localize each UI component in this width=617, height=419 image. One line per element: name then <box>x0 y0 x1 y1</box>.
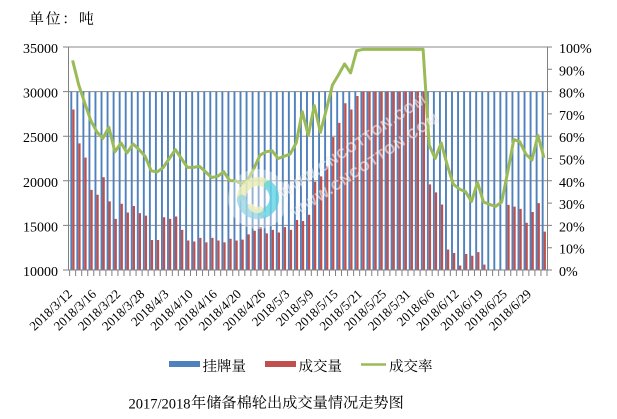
svg-text:50%: 50% <box>559 154 585 169</box>
svg-text:70%: 70% <box>559 109 585 124</box>
svg-text:80%: 80% <box>559 87 585 102</box>
svg-text:100%: 100% <box>559 42 592 57</box>
svg-text:90%: 90% <box>559 64 585 79</box>
svg-text:25000: 25000 <box>23 131 58 146</box>
svg-text:30%: 30% <box>559 198 585 213</box>
svg-text:10%: 10% <box>559 243 585 258</box>
svg-text:30000: 30000 <box>23 87 58 102</box>
svg-text:40%: 40% <box>559 176 585 191</box>
svg-text:20000: 20000 <box>23 176 58 191</box>
svg-text:60%: 60% <box>559 131 585 146</box>
svg-text:2017/2018: 2017/2018 <box>129 397 191 413</box>
svg-text:15000: 15000 <box>23 220 58 235</box>
svg-text:20%: 20% <box>559 220 585 235</box>
svg-text:10000: 10000 <box>23 265 58 280</box>
svg-text:0%: 0% <box>559 265 578 280</box>
svg-text:35000: 35000 <box>23 42 58 57</box>
